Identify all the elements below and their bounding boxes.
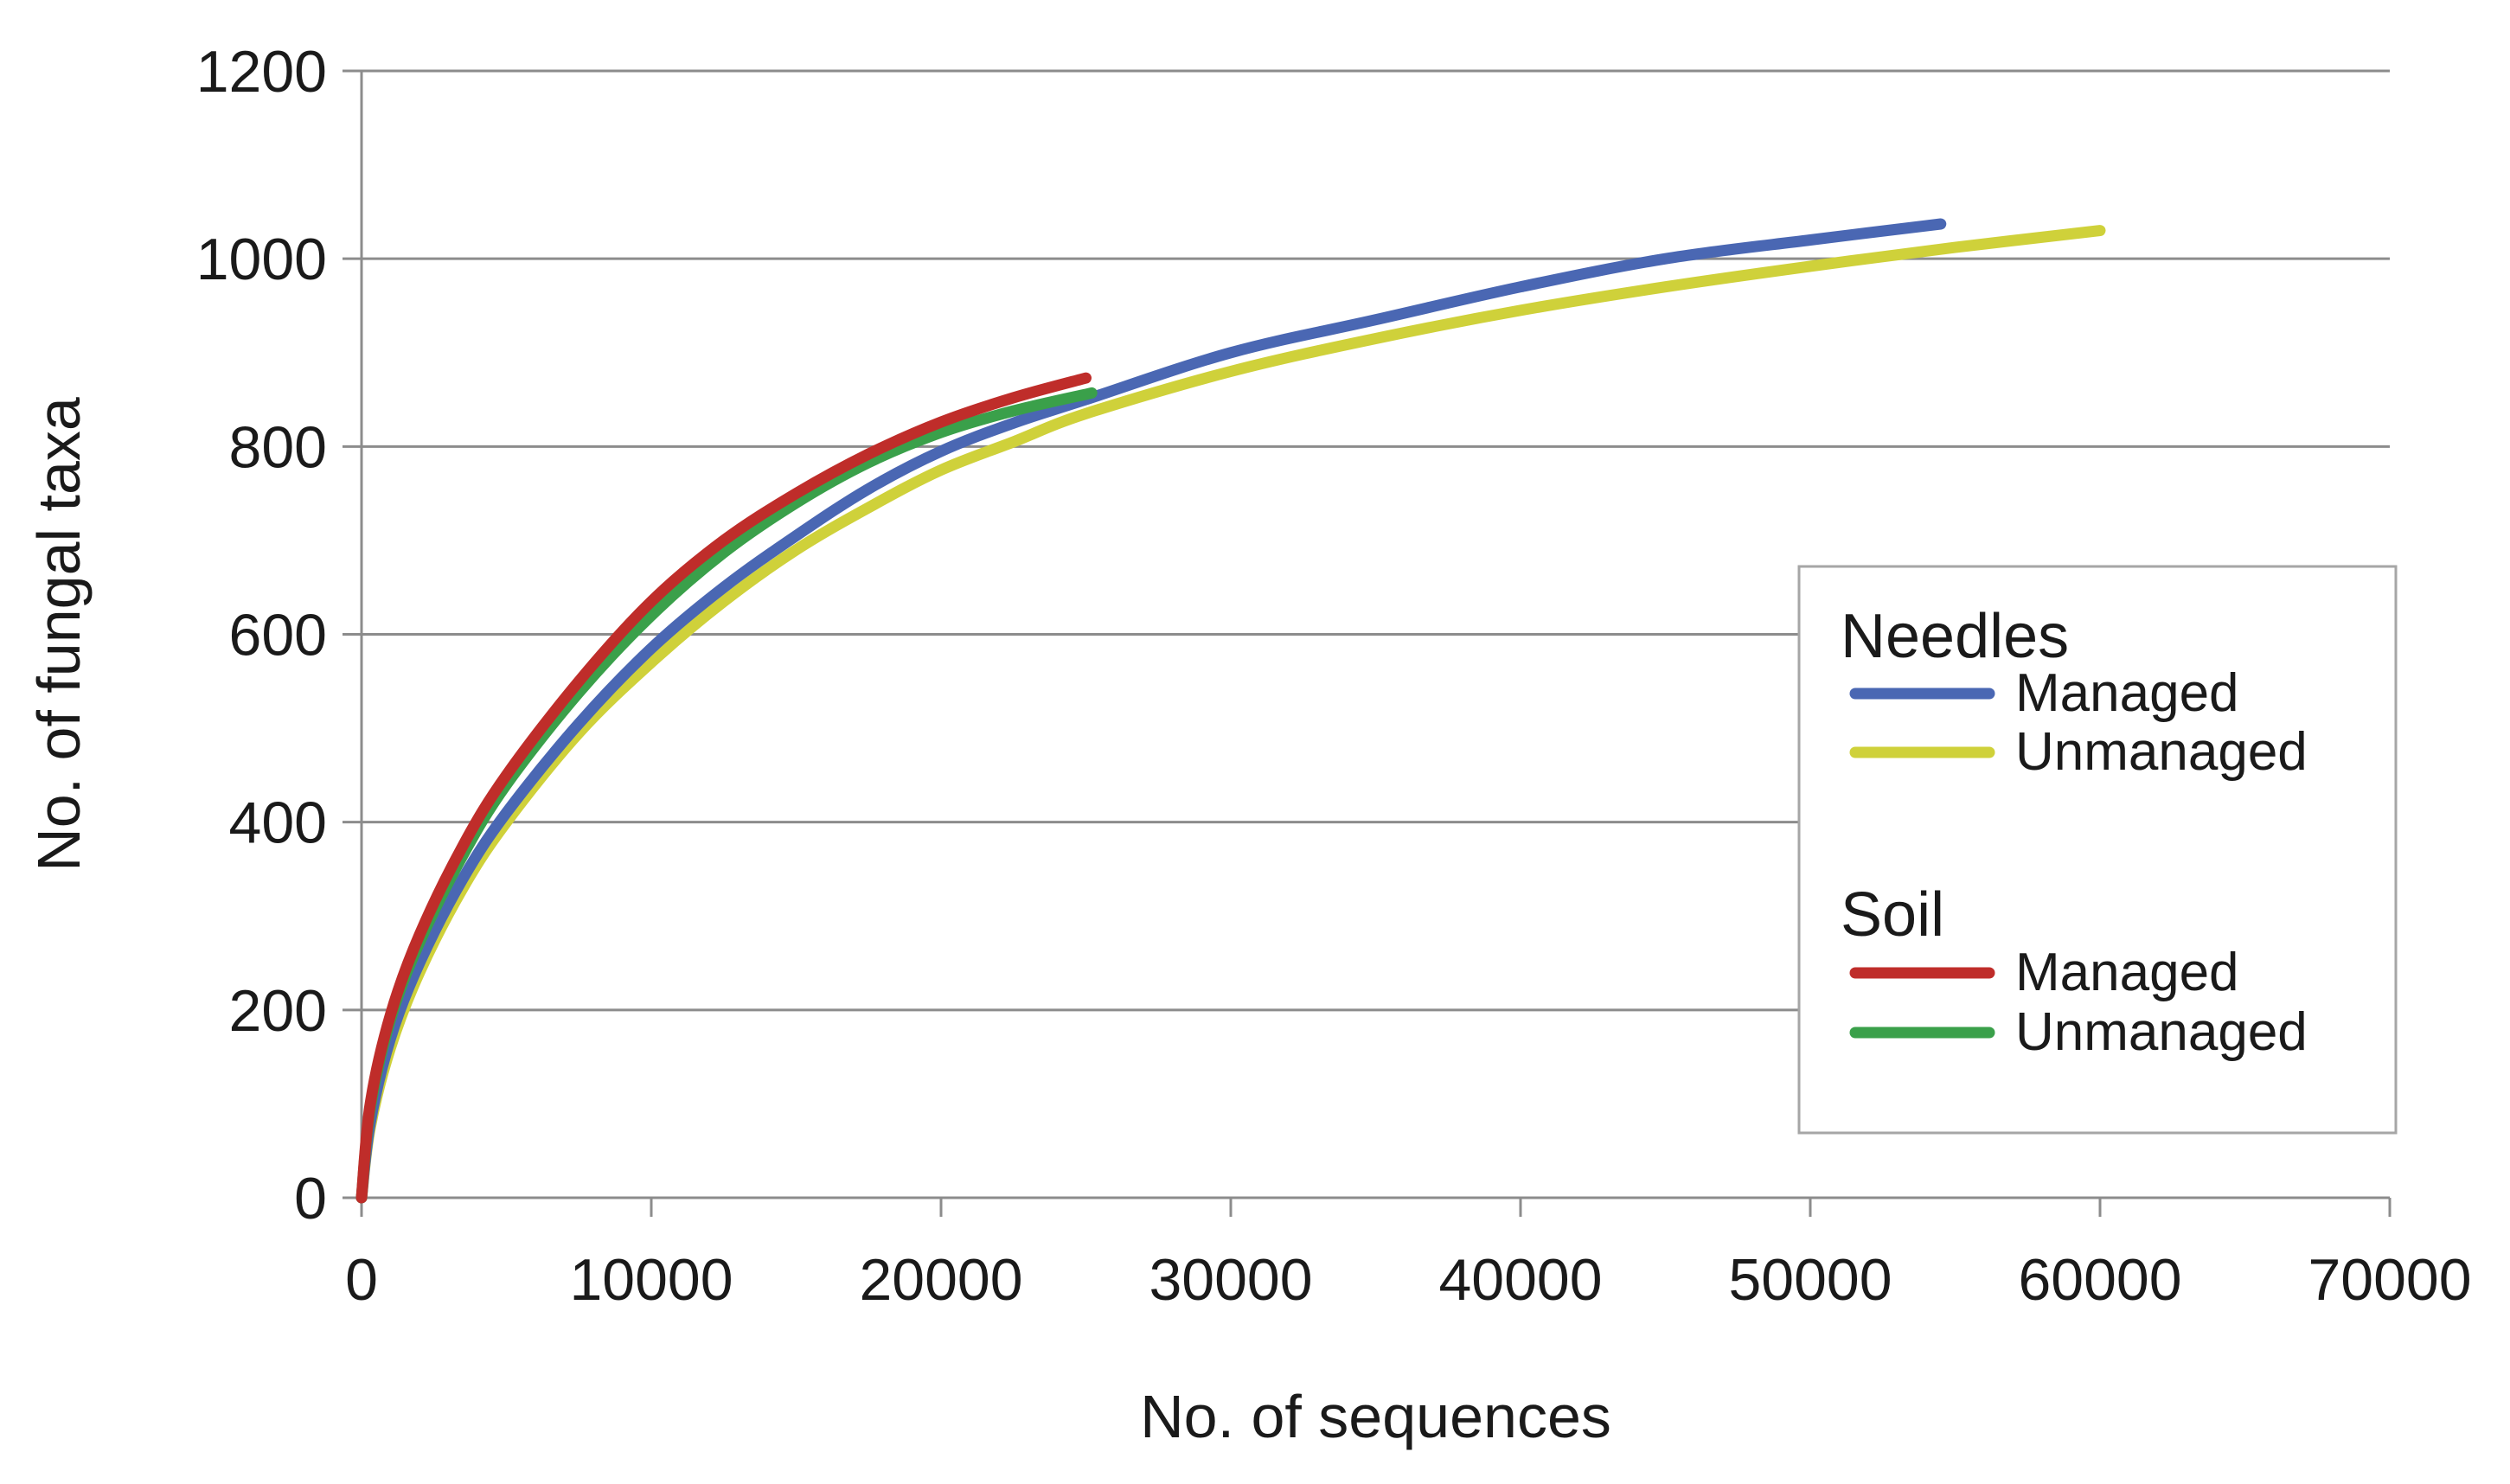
- y-tick-label-1000: 1000: [196, 227, 327, 292]
- y-tick-label-200: 200: [229, 978, 327, 1044]
- x-tick-label-10000: 10000: [569, 1247, 733, 1313]
- legend-label-soil-unmanaged: Unmanaged: [2015, 1002, 2308, 1062]
- y-tick-label-400: 400: [229, 790, 327, 856]
- series-soil-unmanaged: [355, 387, 1098, 1204]
- legend-group-title-needles: Needles: [1841, 602, 2069, 671]
- y-tick-label-600: 600: [229, 603, 327, 668]
- x-tick-label-30000: 30000: [1149, 1247, 1312, 1313]
- x-tick-label-40000: 40000: [1438, 1247, 1602, 1313]
- tick-labels: 0 200 400 600 800 1000 1200 0 10000 20000 30000 400…: [196, 39, 2472, 1313]
- legend-label-soil-managed: Managed: [2015, 943, 2239, 1002]
- y-axis-title: No. of fungal taxa: [25, 397, 93, 872]
- y-tick-label-0: 0: [294, 1166, 327, 1231]
- data-series: [355, 218, 2106, 1204]
- x-tick-label-0: 0: [345, 1247, 378, 1313]
- legend-label-needles-managed: Managed: [2015, 663, 2239, 723]
- series-needles-managed: [355, 218, 1947, 1204]
- legend-box: [1797, 565, 2398, 1135]
- x-tick-label-20000: 20000: [859, 1247, 1022, 1313]
- legend-group-title-soil: Soil: [1841, 880, 1944, 950]
- series-soil-managed: [355, 372, 1092, 1204]
- y-tick-label-800: 800: [229, 414, 327, 480]
- legend: Needles Managed Unmanaged Soil Managed U…: [1797, 565, 2398, 1135]
- x-axis-title: No. of sequences: [1140, 1383, 1611, 1450]
- x-tick-label-50000: 50000: [1728, 1247, 1892, 1313]
- legend-label-needles-unmanaged: Unmanaged: [2015, 722, 2308, 782]
- axes: [343, 69, 2392, 1217]
- x-tick-label-70000: 70000: [2308, 1247, 2471, 1313]
- y-tick-label-1200: 1200: [196, 39, 327, 105]
- x-tick-label-60000: 60000: [2018, 1247, 2181, 1313]
